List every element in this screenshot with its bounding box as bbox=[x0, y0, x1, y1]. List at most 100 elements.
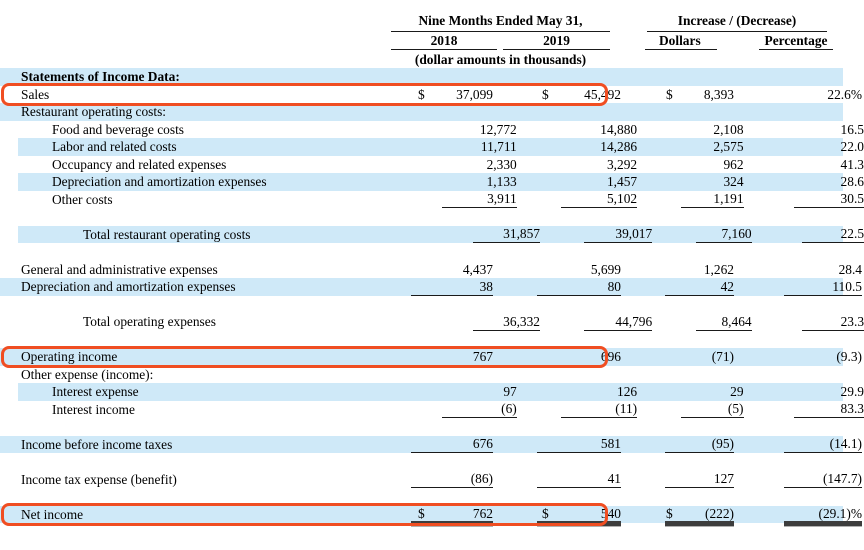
col-2018-cell: 676 bbox=[411, 436, 493, 453]
header-subnote: (dollar amounts in thousands) bbox=[414, 52, 587, 67]
col-change-dollars-cell: $8,393 bbox=[665, 86, 734, 104]
col-2018-cell: $762 bbox=[411, 505, 493, 523]
row-label: Income before income taxes bbox=[21, 436, 173, 452]
col-2019-value: 3,292 bbox=[606, 156, 638, 172]
col-change-dollars-cell: 29 bbox=[681, 383, 743, 401]
col-change-percentage-value: 83.3 bbox=[840, 401, 864, 416]
col-2019-value: 45,492 bbox=[584, 86, 621, 102]
col-change-percentage-value: 22.6% bbox=[827, 86, 862, 102]
col-2019-value: 14,880 bbox=[600, 121, 638, 137]
row-label: Labor and related costs bbox=[52, 139, 177, 154]
col-2018-cell: 4,437 bbox=[411, 261, 493, 279]
col-change-percentage-cell: (9.3) bbox=[784, 348, 862, 366]
row-label: Occupancy and related expenses bbox=[52, 156, 227, 172]
table-row: Total restaurant operating costs 31,857 39… bbox=[0, 225, 864, 243]
row-label: Statements of Income Data: bbox=[21, 69, 180, 84]
table-row: Labor and related costs 11,711 14,286 2,575… bbox=[0, 138, 864, 156]
col-2018-value: 31,857 bbox=[503, 226, 540, 241]
spacer-row bbox=[0, 453, 864, 471]
col-change-dollars-value: 324 bbox=[723, 174, 744, 189]
row-label: Depreciation and amortization expenses bbox=[21, 279, 236, 294]
col-change-dollars-value: 2,108 bbox=[713, 121, 744, 137]
col-change-percentage-cell: 22.5 bbox=[801, 226, 864, 243]
header-change-title: Increase / (Decrease) bbox=[647, 13, 827, 32]
col-2018-cell bbox=[411, 366, 493, 384]
col-2019-cell: 80 bbox=[537, 278, 621, 296]
col-change-percentage-cell bbox=[784, 103, 862, 121]
col-2019-cell: (11) bbox=[560, 401, 638, 418]
table-row: Depreciation and amortization expenses 1,… bbox=[0, 173, 864, 191]
col-change-percentage-value: 22.5 bbox=[840, 226, 864, 241]
col-2019-value: 41 bbox=[607, 471, 621, 486]
col-2019-value: 39,017 bbox=[615, 226, 653, 241]
col-2019-cell: 3,292 bbox=[561, 156, 637, 174]
header-col-2018: 2018 bbox=[391, 33, 497, 50]
table-row: General and administrative expenses 4,437… bbox=[0, 261, 864, 279]
col-2018-value: 767 bbox=[472, 349, 493, 364]
col-change-percentage-value: 30.5 bbox=[840, 191, 864, 206]
col-change-dollars-cell: 42 bbox=[665, 278, 734, 296]
col-2018-value: 762 bbox=[472, 505, 493, 521]
col-change-dollars-cell: 2,575 bbox=[681, 138, 743, 156]
col-2019-cell bbox=[537, 103, 621, 121]
col-change-percentage-cell: 22.6% bbox=[784, 86, 862, 104]
col-change-dollars-cell bbox=[665, 68, 734, 86]
col-2019-cell bbox=[537, 68, 621, 86]
row-label: Interest income bbox=[52, 401, 135, 417]
row-label: General and administrative expenses bbox=[21, 261, 218, 277]
col-change-dollars-value: 7,160 bbox=[721, 226, 752, 241]
col-2019-cell: 5,699 bbox=[537, 261, 621, 279]
col-2019-cell: $45,492 bbox=[537, 86, 621, 104]
col-change-dollars-cell: 7,160 bbox=[696, 226, 752, 243]
col-change-percentage-cell: (29.1)% bbox=[784, 506, 862, 523]
col-change-dollars-cell: 2,108 bbox=[681, 121, 743, 139]
col-change-dollars-cell bbox=[665, 103, 734, 121]
col-change-percentage-cell: 22.0 bbox=[794, 138, 864, 156]
table-row: Income tax expense (benefit) (86) 41 127 (14… bbox=[0, 471, 864, 488]
row-label: Income tax expense (benefit) bbox=[21, 471, 177, 487]
spacer-row bbox=[0, 331, 864, 349]
col-2018-value: 37,099 bbox=[456, 86, 493, 102]
dollar-sign: $ bbox=[418, 86, 425, 102]
table-row: Depreciation and amortization expenses 38… bbox=[0, 278, 864, 296]
col-change-percentage-value: 28.6 bbox=[840, 174, 864, 189]
dollar-sign: $ bbox=[418, 505, 425, 521]
col-2019-cell: 44,796 bbox=[584, 313, 653, 331]
col-change-percentage-cell: (14.1) bbox=[784, 436, 862, 453]
col-2018-value: 11,711 bbox=[480, 139, 517, 154]
table-row: Other expense (income): bbox=[0, 366, 864, 384]
col-2019-value: 696 bbox=[600, 349, 621, 364]
col-change-percentage-cell bbox=[784, 68, 862, 86]
col-2018-value: 12,772 bbox=[479, 121, 517, 137]
col-change-percentage-value: 23.3 bbox=[840, 313, 864, 329]
col-2019-value: 126 bbox=[617, 384, 638, 399]
table-row: Occupancy and related expenses 2,330 3,292… bbox=[0, 156, 864, 174]
col-change-dollars-value: 29 bbox=[730, 384, 744, 399]
col-change-dollars-cell: 962 bbox=[681, 156, 743, 174]
col-change-dollars-cell: (5) bbox=[681, 401, 744, 418]
row-label: Interest expense bbox=[52, 384, 139, 399]
col-change-dollars-value: 8,464 bbox=[721, 313, 752, 329]
col-change-dollars-value: (222) bbox=[704, 505, 734, 521]
col-2018-cell bbox=[411, 68, 493, 86]
col-2019-cell: 41 bbox=[537, 471, 621, 488]
col-2018-cell: 36,332 bbox=[473, 313, 540, 331]
col-change-percentage-value: 110.5 bbox=[832, 278, 862, 294]
col-change-dollars-value: 962 bbox=[723, 156, 744, 172]
col-2018-cell: $37,099 bbox=[411, 86, 493, 104]
spacer-row bbox=[0, 243, 864, 261]
col-2018-cell: 11,711 bbox=[442, 138, 517, 156]
col-2018-value: 2,330 bbox=[486, 156, 517, 172]
dollar-sign: $ bbox=[542, 86, 549, 102]
col-change-percentage-cell: 30.5 bbox=[793, 191, 864, 208]
col-change-dollars-cell: (71) bbox=[665, 348, 734, 366]
table-header: Nine Months Ended May 31, 2018 2019 (dol… bbox=[0, 12, 864, 68]
col-2019-value: 581 bbox=[600, 436, 621, 451]
col-change-percentage-cell: 41.3 bbox=[794, 156, 864, 174]
col-change-percentage-value: 16.5 bbox=[840, 121, 864, 137]
row-label: Food and beverage costs bbox=[52, 121, 185, 137]
col-2018-cell: 2,330 bbox=[442, 156, 517, 174]
col-change-percentage-cell: 83.3 bbox=[793, 401, 864, 418]
col-change-dollars-value: 8,393 bbox=[703, 86, 734, 102]
col-change-percentage-cell: 23.3 bbox=[801, 313, 864, 331]
